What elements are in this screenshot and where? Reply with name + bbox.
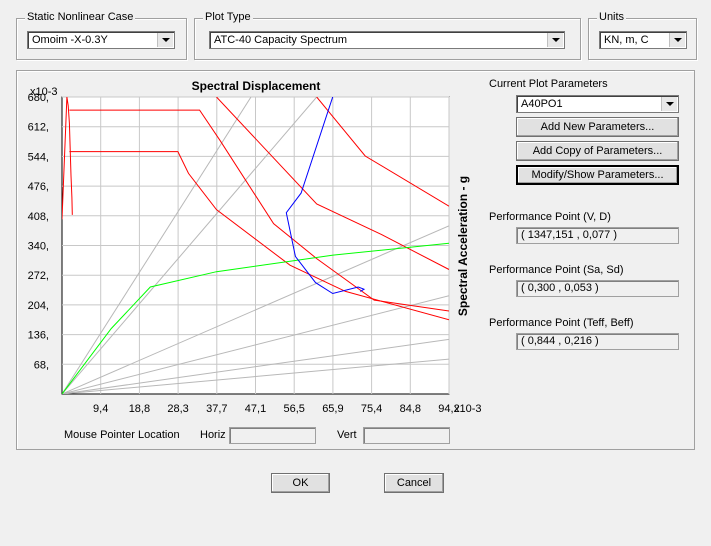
plot-type-group: Plot Type ATC-40 Capacity Spectrum — [194, 11, 581, 60]
units-value: KN, m, C — [604, 34, 649, 46]
chevron-down-icon[interactable] — [669, 33, 685, 47]
static-case-value: Omoim -X-0.3Y — [32, 34, 108, 46]
perf-teff-value: ( 0,844 , 0,216 ) — [521, 335, 599, 347]
plot-type-title: Plot Type — [203, 11, 253, 23]
horiz-field — [229, 427, 316, 444]
perf-sasd-field: ( 0,300 , 0,053 ) — [516, 280, 679, 297]
chevron-down-icon[interactable] — [547, 33, 563, 47]
chevron-down-icon[interactable] — [661, 97, 677, 111]
plot-type-value: ATC-40 Capacity Spectrum — [214, 34, 348, 46]
params-dropdown[interactable]: A40PO1 — [516, 95, 679, 113]
units-group: Units KN, m, C — [588, 11, 697, 60]
horiz-label: Horiz — [200, 429, 226, 441]
cancel-button[interactable]: Cancel — [384, 473, 444, 493]
params-value: A40PO1 — [521, 98, 563, 110]
perf-teff-field: ( 0,844 , 0,216 ) — [516, 333, 679, 350]
mouse-location-label: Mouse Pointer Location — [64, 429, 180, 441]
vert-field — [363, 427, 450, 444]
add-copy-parameters-button[interactable]: Add Copy of Parameters... — [516, 141, 679, 161]
perf-sasd-value: ( 0,300 , 0,053 ) — [521, 282, 599, 294]
ok-button[interactable]: OK — [271, 473, 330, 493]
perf-vd-value: ( 1347,151 , 0,077 ) — [521, 229, 618, 241]
perf-sasd-label: Performance Point (Sa, Sd) — [489, 264, 624, 276]
plot-type-dropdown[interactable]: ATC-40 Capacity Spectrum — [209, 31, 565, 49]
units-dropdown[interactable]: KN, m, C — [599, 31, 687, 49]
units-title: Units — [597, 11, 627, 23]
static-case-title: Static Nonlinear Case — [25, 11, 136, 23]
perf-vd-label: Performance Point (V, D) — [489, 211, 611, 223]
current-params-label: Current Plot Parameters — [489, 78, 608, 90]
add-new-parameters-button[interactable]: Add New Parameters... — [516, 117, 679, 137]
static-case-dropdown[interactable]: Omoim -X-0.3Y — [27, 31, 175, 49]
perf-teff-label: Performance Point (Teff, Beff) — [489, 317, 634, 329]
modify-show-parameters-button[interactable]: Modify/Show Parameters... — [516, 165, 679, 185]
static-case-group: Static Nonlinear Case Omoim -X-0.3Y — [16, 11, 187, 60]
chevron-down-icon[interactable] — [157, 33, 173, 47]
vert-label: Vert — [337, 429, 357, 441]
main-panel — [16, 70, 695, 450]
perf-vd-field: ( 1347,151 , 0,077 ) — [516, 227, 679, 244]
